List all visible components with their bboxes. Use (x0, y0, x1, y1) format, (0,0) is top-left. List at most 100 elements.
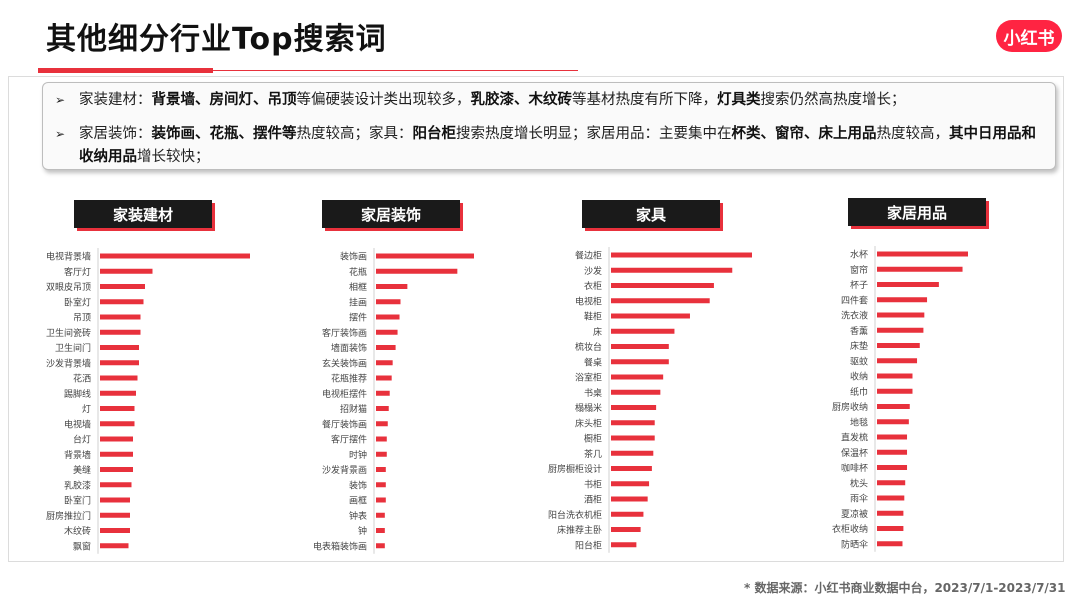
category-label: 地毯 (850, 416, 868, 428)
bar (877, 404, 910, 409)
bar (877, 266, 963, 272)
category-label: 客厅装饰画 (322, 327, 367, 339)
category-label: 书桌 (584, 387, 602, 399)
summary-text: 热度较高；家具： (296, 126, 413, 142)
category-label: 装饰 (349, 479, 367, 491)
category-label: 纸巾 (850, 386, 868, 398)
chart-2: 装饰画花瓶相框挂画摆件客厅装饰画墙面装饰玄关装饰画花瓶推荐电视柜摆件招财猫餐厅装… (313, 248, 474, 554)
bar (376, 268, 458, 274)
bar (877, 327, 924, 333)
category-label: 直发梳 (841, 432, 868, 444)
category-label: 咖啡杯 (841, 462, 868, 474)
bar (100, 528, 130, 533)
bar (376, 497, 386, 503)
bar (611, 252, 752, 258)
bar (100, 482, 132, 488)
category-label: 电视墙 (64, 418, 91, 430)
summary-highlight: 阳台柜 (412, 126, 457, 142)
category-label: 吊顶 (73, 313, 91, 324)
category-label: 香薰 (850, 325, 868, 337)
category-label: 阳台洗衣机柜 (548, 509, 602, 521)
category-label: 沙发背景墙 (46, 357, 91, 369)
category-label: 卫生间门 (55, 342, 91, 354)
category-label: 枕头 (850, 477, 868, 489)
brand-logo: 小红书 (996, 20, 1062, 52)
bar (611, 313, 690, 319)
category-label: 美缝 (73, 464, 91, 476)
category-label: 沙发 (584, 265, 602, 277)
category-label: 餐桌 (584, 356, 602, 368)
category-label: 画框 (349, 495, 367, 507)
bar (877, 449, 908, 455)
summary-bullet-text: 家装建材：背景墙、房间灯、吊顶等偏硬装设计类出现较多，乳胶漆、木纹砖等基材热度有… (79, 89, 906, 112)
bar (376, 253, 474, 259)
category-label: 挂画 (349, 296, 367, 308)
bar (611, 511, 644, 517)
chart-3: 餐边柜沙发衣柜电视柜鞋柜床梳妆台餐桌浴室柜书桌榻榻米床头柜橱柜茶几厨房橱柜设计书… (548, 247, 752, 553)
bar (611, 496, 648, 502)
title-underline-accent (38, 68, 213, 73)
bar (877, 526, 904, 531)
category-label: 相框 (349, 281, 367, 293)
bar (100, 345, 139, 350)
category-label: 沙发背景画 (322, 464, 367, 476)
bar (611, 542, 637, 548)
bar (611, 527, 641, 532)
category-label: 杯子 (850, 279, 868, 291)
bar (100, 421, 135, 427)
summary-text: 等基材热度有所下降， (572, 92, 717, 108)
bar (376, 436, 387, 442)
category-label: 收纳 (850, 371, 868, 383)
bar (100, 497, 130, 503)
bar (100, 512, 130, 518)
summary-bullet-1: ➢ 家装建材：背景墙、房间灯、吊顶等偏硬装设计类出现较多，乳胶漆、木纹砖等基材热… (55, 89, 906, 112)
category-label: 四件套 (841, 294, 868, 306)
category-label: 钟表 (349, 510, 367, 522)
bar (100, 360, 139, 366)
category-label: 餐厅装饰画 (322, 418, 367, 430)
summary-text: 增长较快； (137, 149, 210, 165)
bar (611, 481, 650, 487)
bar (611, 389, 661, 395)
bar (376, 390, 390, 396)
summary-box: ➢ 家装建材：背景墙、房间灯、吊顶等偏硬装设计类出现较多，乳胶漆、木纹砖等基材热… (42, 82, 1056, 170)
bar (100, 390, 136, 396)
category-label: 墙面装饰 (331, 342, 367, 354)
category-label: 玄关装饰画 (322, 357, 367, 369)
content-frame (8, 76, 1064, 562)
category-label: 橱柜 (584, 433, 602, 445)
bar (877, 282, 939, 287)
category-label: 酒柜 (584, 494, 602, 506)
summary-highlight: 装饰画、花瓶、摆件等 (151, 126, 297, 142)
category-label: 卧室灯 (64, 296, 91, 308)
bar (376, 360, 393, 366)
bar (877, 465, 908, 470)
category-label: 厨房橱柜设计 (548, 463, 602, 475)
category-label: 双眼皮吊顶 (46, 281, 91, 293)
summary-highlight: 背景墙、房间灯、吊顶 (151, 92, 297, 108)
bar (100, 467, 133, 472)
category-label: 驱蚊 (850, 355, 868, 367)
bar (376, 284, 408, 289)
category-label: 装饰画 (340, 251, 367, 263)
category-label: 餐边柜 (575, 250, 602, 262)
category-label: 客厅摆件 (331, 434, 367, 446)
category-label: 花瓶 (349, 266, 367, 278)
category-label: 夏凉被 (841, 508, 868, 520)
bar (100, 284, 145, 289)
category-label: 床头柜 (575, 417, 602, 429)
category-label: 时钟 (349, 449, 367, 461)
bar (100, 375, 138, 381)
bar (100, 314, 141, 320)
summary-highlight: 灯具类 (717, 92, 761, 108)
category-label: 厨房收纳 (832, 401, 868, 413)
category-label: 摆件 (349, 312, 367, 324)
summary-text: 家居装饰： (79, 126, 152, 142)
category-label: 雨伞 (850, 493, 868, 505)
bar (611, 450, 654, 456)
category-label: 飘窗 (73, 540, 91, 552)
summary-text: 搜索热度增长明显；家居用品：主要集中在 (456, 126, 732, 142)
bar (877, 434, 908, 440)
bar (376, 345, 396, 350)
bar (376, 421, 388, 427)
